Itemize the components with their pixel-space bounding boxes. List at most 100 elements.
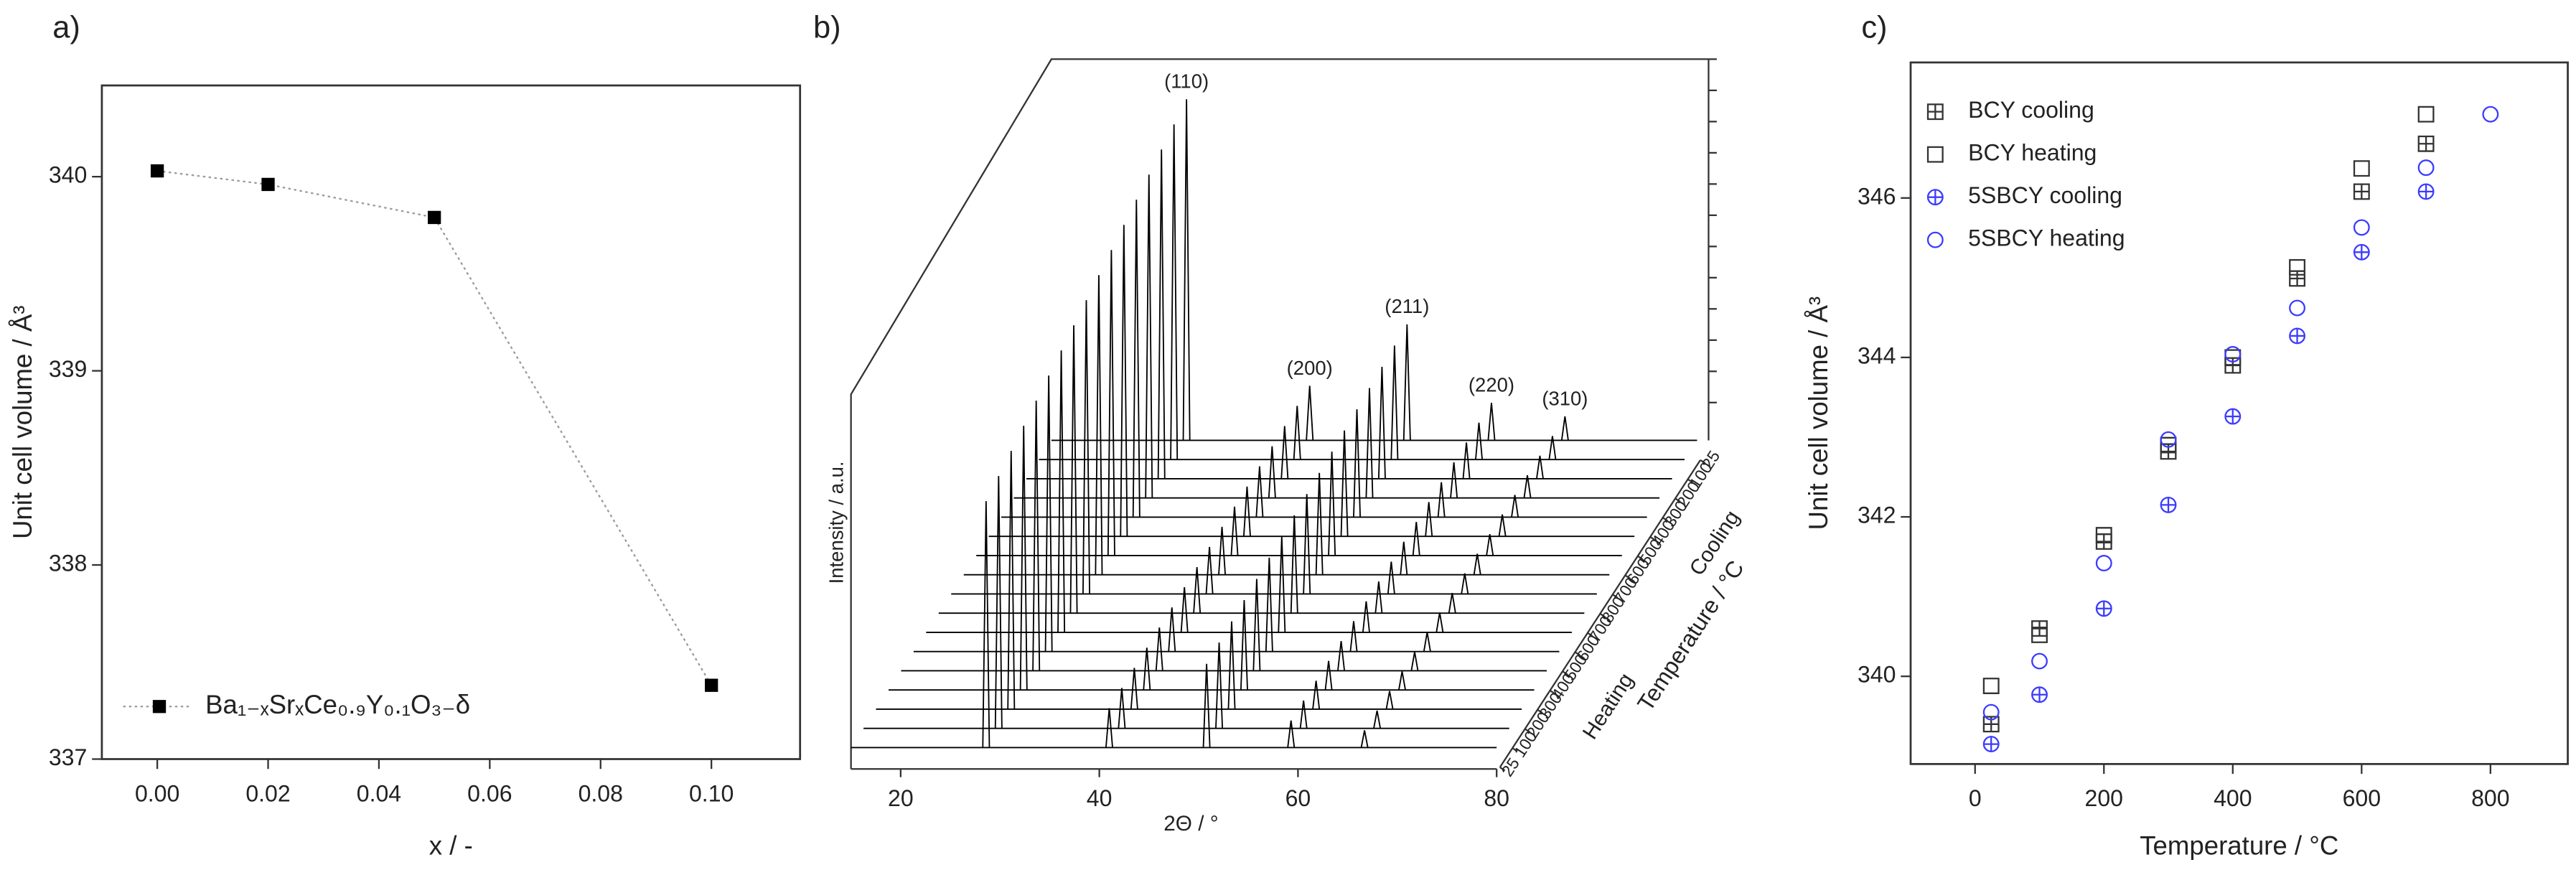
diffraction-peak bbox=[1168, 607, 1176, 652]
diffraction-peak bbox=[1337, 640, 1346, 671]
diffraction-peak bbox=[1412, 522, 1420, 556]
x-tick-label: 0 bbox=[1969, 785, 1982, 811]
diffraction-peak bbox=[1132, 200, 1141, 518]
diffraction-peak bbox=[1400, 541, 1408, 575]
data-point bbox=[2031, 620, 2048, 637]
diffraction-peak bbox=[1044, 375, 1053, 652]
diffraction-peak bbox=[1155, 627, 1163, 671]
diffraction-peak bbox=[1057, 350, 1066, 632]
data-point bbox=[1982, 736, 2000, 752]
diffraction-peak bbox=[1082, 300, 1090, 594]
data-point bbox=[2417, 159, 2435, 176]
diffraction-peak bbox=[1287, 720, 1296, 748]
diffraction-peak bbox=[1143, 647, 1151, 691]
z-tick bbox=[1537, 708, 1543, 714]
program-label: Heating bbox=[1578, 669, 1639, 744]
diffraction-peak bbox=[1560, 416, 1569, 441]
x-tick-label: 800 bbox=[2471, 785, 2509, 811]
data-point bbox=[2353, 219, 2370, 236]
diffraction-peak bbox=[1535, 455, 1544, 480]
diffraction-peak bbox=[1265, 557, 1273, 652]
data-point bbox=[2160, 431, 2177, 448]
diffraction-peak bbox=[1180, 587, 1189, 633]
legend-label: 5SBCY heating bbox=[1968, 225, 2125, 251]
diffraction-peak bbox=[1118, 688, 1126, 729]
diffraction-peak bbox=[1362, 601, 1370, 633]
x-axis-title: Temperature / °C bbox=[2140, 831, 2338, 861]
data-point bbox=[2095, 600, 2112, 617]
y-axis-title: Unit cell volume / Å³ bbox=[1804, 296, 1833, 530]
x-tick-label: 0.00 bbox=[135, 780, 179, 806]
legend-marker bbox=[1926, 146, 1944, 163]
x-tick-label: 20 bbox=[888, 785, 914, 811]
diffraction-peak bbox=[1290, 515, 1298, 614]
data-point bbox=[2482, 106, 2499, 123]
diffraction-peak bbox=[1548, 436, 1557, 460]
z-tick bbox=[1562, 670, 1568, 675]
diffraction-peak bbox=[1462, 442, 1471, 480]
z-tick bbox=[1675, 497, 1681, 502]
data-point bbox=[2417, 106, 2435, 123]
diffraction-peak bbox=[1353, 409, 1362, 518]
x-tick-label: 0.06 bbox=[467, 780, 512, 806]
panel-label: b) bbox=[813, 11, 841, 45]
x-tick-label: 400 bbox=[2214, 785, 2252, 811]
diffraction-peak bbox=[1365, 388, 1374, 498]
diffraction-peak bbox=[1425, 502, 1433, 537]
diffraction-peak bbox=[1523, 475, 1532, 498]
diffraction-peak bbox=[1242, 486, 1251, 537]
panel-label: a) bbox=[52, 11, 80, 45]
y-tick-label: 346 bbox=[1858, 183, 1896, 209]
data-point bbox=[1982, 678, 2000, 694]
diffraction-peak bbox=[1385, 691, 1394, 710]
diffraction-peak bbox=[1069, 325, 1078, 614]
diffraction-peak bbox=[1315, 472, 1324, 575]
data-point bbox=[2417, 183, 2435, 200]
x-axis-title: 2Θ / ° bbox=[1163, 812, 1218, 836]
diffraction-peak bbox=[1230, 506, 1239, 556]
diffraction-peak bbox=[1306, 385, 1314, 441]
diffraction-peak bbox=[1007, 451, 1016, 709]
z-tick bbox=[1687, 478, 1694, 484]
diffraction-peak bbox=[1293, 406, 1301, 460]
diffraction-peak bbox=[994, 476, 1003, 729]
diffraction-peak bbox=[1312, 680, 1321, 710]
x-tick-label: 0.02 bbox=[245, 780, 290, 806]
z-tick bbox=[1612, 594, 1619, 599]
x-tick-label: 80 bbox=[1484, 785, 1509, 811]
diffraction-peak bbox=[1205, 546, 1214, 594]
data-point bbox=[1982, 703, 2000, 721]
diffraction-peak bbox=[1498, 514, 1507, 537]
x-axis-title: x / - bbox=[429, 831, 473, 861]
diffraction-peak bbox=[1193, 566, 1202, 614]
plot-frame bbox=[1909, 61, 2569, 765]
diffraction-peak bbox=[1218, 526, 1227, 575]
diffraction-peak bbox=[1145, 174, 1153, 498]
data-point bbox=[2289, 270, 2305, 287]
diffraction-peak bbox=[1349, 621, 1358, 652]
z-tick bbox=[1524, 728, 1531, 733]
diffraction-peak bbox=[982, 501, 990, 748]
diffraction-peak bbox=[1511, 495, 1519, 518]
diffraction-peak bbox=[1461, 573, 1469, 594]
diffraction-peak bbox=[1486, 534, 1494, 556]
diffraction-peak bbox=[1328, 452, 1336, 556]
z-tick bbox=[1649, 535, 1656, 541]
y-tick-label: 340 bbox=[49, 162, 87, 188]
diffraction-peak bbox=[1202, 663, 1211, 748]
data-point bbox=[2160, 497, 2177, 513]
diffraction-peak bbox=[1448, 592, 1456, 614]
x-tick-label: 60 bbox=[1285, 785, 1311, 811]
z-tick-label: 25 bbox=[1497, 754, 1523, 780]
data-point bbox=[2095, 555, 2112, 571]
peak-label: (110) bbox=[1164, 70, 1209, 93]
diffraction-peak bbox=[1130, 668, 1138, 710]
z-tick bbox=[1637, 555, 1644, 561]
diffraction-peak bbox=[1170, 124, 1179, 460]
z-tick bbox=[1587, 632, 1593, 637]
peak-label: (200) bbox=[1287, 357, 1333, 379]
diffraction-peak bbox=[1240, 600, 1248, 691]
panel-label: c) bbox=[1861, 11, 1887, 45]
x-tick-label: 0.08 bbox=[579, 780, 623, 806]
